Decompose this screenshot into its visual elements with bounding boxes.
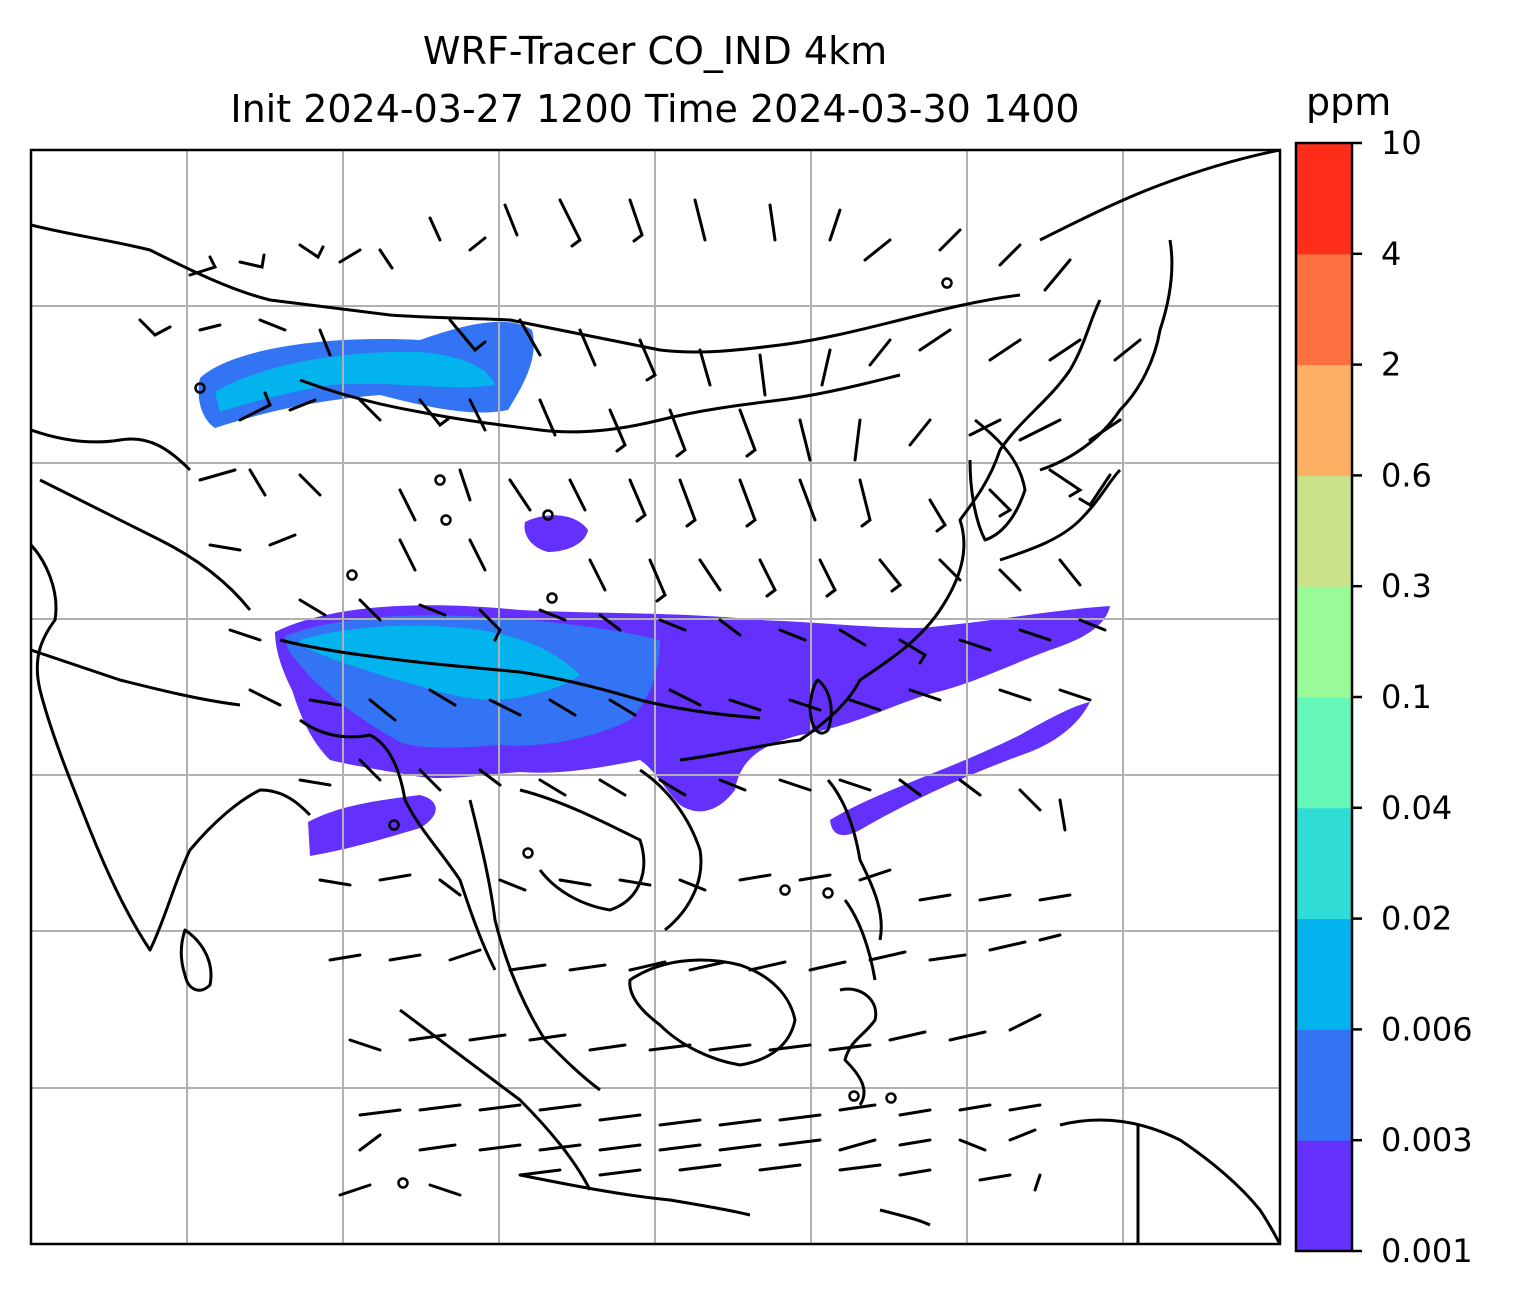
colorbar-tick-label: 0.3 <box>1381 567 1432 605</box>
colorbar-segment <box>1296 918 1352 1030</box>
coastline-sulawesi <box>839 987 878 1106</box>
colorbar-tick-label: 0.006 <box>1381 1010 1473 1048</box>
border-misc-1 <box>31 428 192 472</box>
plume-bengal <box>308 795 436 856</box>
map-title-line1: WRF-Tracer CO_IND 4km <box>422 29 888 73</box>
plume-main-core <box>300 625 580 700</box>
coastline-indochina <box>519 788 646 912</box>
colorbar-tick-label: 0.6 <box>1381 456 1432 494</box>
colorbar-tick-label: 0.02 <box>1381 900 1452 938</box>
colorbar-segment <box>1296 364 1352 476</box>
coastline-malay <box>468 799 601 1092</box>
map-area <box>31 150 1280 1244</box>
coastline-java <box>519 1173 751 1217</box>
colorbar-segment <box>1296 1140 1352 1252</box>
colorbar-segment <box>1296 697 1352 809</box>
colorbar-unit-label: ppm <box>1306 80 1392 124</box>
colorbar <box>1296 143 1352 1252</box>
coastline-japan <box>999 239 1174 562</box>
colorbar-tick-label: 10 <box>1381 124 1422 162</box>
coastline-bangladesh-myanmar <box>299 718 497 971</box>
border-himalaya <box>279 638 761 720</box>
colorbar-segment <box>1296 253 1352 366</box>
colorbar-tick-label: 0.04 <box>1381 789 1452 827</box>
colorbar-segment <box>1296 143 1352 255</box>
coastline-srilanka <box>179 928 213 992</box>
calm-wind-markers <box>194 277 953 1189</box>
colorbar-segment <box>1296 586 1352 698</box>
plume-tarim-core <box>215 351 495 412</box>
colorbar-tick-label: 0.003 <box>1381 1121 1473 1159</box>
tracer-plume <box>198 321 1110 856</box>
wind-barbs <box>138 198 1142 1197</box>
border-tibet-china <box>299 373 901 434</box>
coastline-taiwan <box>808 678 833 735</box>
colorbar-tick-label: 0.001 <box>1381 1232 1473 1270</box>
coastline-philippines <box>826 779 883 981</box>
coastline-russia-east <box>1039 150 1280 242</box>
colorbar-segment <box>1296 1029 1352 1141</box>
colorbar-ticks: 0.001 0.003 0.006 0.02 0.04 0.1 0.3 0.6 2 4 10 <box>1352 124 1473 1270</box>
colorbar-segment <box>1296 475 1352 587</box>
border-misc-2 <box>39 478 252 611</box>
coastline-korea <box>968 418 1027 542</box>
coastline-vietnam <box>639 768 703 932</box>
coastline-timor <box>879 1208 931 1227</box>
border-misc-3 <box>31 648 241 707</box>
coastline-borneo <box>628 958 797 1067</box>
colorbar-tick-label: 2 <box>1381 346 1401 384</box>
coastline-india <box>31 543 312 952</box>
coastline-newguinea <box>1059 1118 1280 1244</box>
map-title-line2: Init 2024-03-27 1200 Time 2024-03-30 140… <box>230 87 1080 131</box>
map-frame <box>29 148 1282 1246</box>
plume-philippine <box>830 702 1090 836</box>
border-central-asia <box>31 223 1021 354</box>
coastlines <box>31 150 1280 1244</box>
colorbar-segment <box>1296 807 1352 920</box>
colorbar-tick-label: 4 <box>1381 235 1401 273</box>
plume-tibet <box>524 515 588 552</box>
colorbar-tick-label: 0.1 <box>1381 678 1432 716</box>
